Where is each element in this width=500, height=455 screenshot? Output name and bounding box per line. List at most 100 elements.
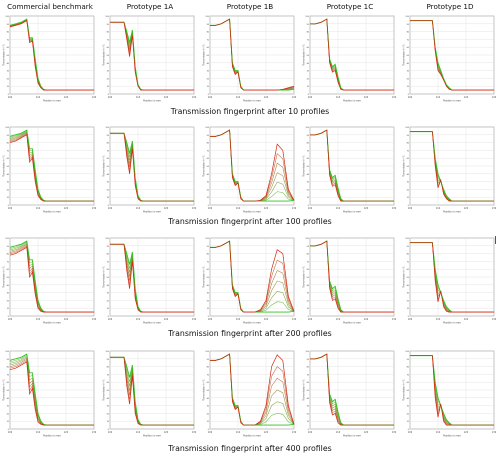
y-tick-label: 50 bbox=[207, 55, 210, 57]
x-tick-label: 100 bbox=[108, 318, 113, 321]
y-tick-label: 20 bbox=[107, 300, 110, 302]
edge-mark bbox=[495, 236, 496, 244]
y-tick-label: 0 bbox=[108, 429, 110, 431]
y-tick-label: 50 bbox=[207, 390, 210, 392]
x-tick-label: 110 bbox=[436, 318, 441, 321]
y-tick-label: 90 bbox=[7, 24, 10, 26]
x-tick-label: 110 bbox=[336, 318, 341, 321]
y-tick-label: 80 bbox=[207, 367, 210, 369]
y-tick-label: 100 bbox=[305, 16, 309, 18]
y-axis-label: Transmission in % bbox=[103, 155, 106, 177]
x-tick-label: 100 bbox=[308, 431, 313, 434]
final-profile-line bbox=[410, 355, 494, 426]
y-tick-label: 80 bbox=[207, 143, 210, 145]
y-tick-label: 80 bbox=[107, 32, 110, 34]
y-tick-label: 10 bbox=[407, 421, 410, 423]
y-tick-label: 70 bbox=[107, 150, 110, 152]
x-tick-label: 130 bbox=[492, 96, 497, 99]
x-axis-label: Position in mm bbox=[43, 211, 61, 214]
x-tick-label: 120 bbox=[264, 207, 269, 210]
x-tick-label: 110 bbox=[36, 318, 41, 321]
x-tick-label: 110 bbox=[136, 96, 141, 99]
y-tick-label: 70 bbox=[207, 39, 210, 41]
y-tick-label: 0 bbox=[108, 205, 110, 207]
y-tick-label: 50 bbox=[7, 277, 10, 279]
x-tick-label: 110 bbox=[436, 431, 441, 434]
y-tick-label: 70 bbox=[307, 261, 310, 263]
x-tick-label: 120 bbox=[364, 431, 369, 434]
y-tick-label: 30 bbox=[107, 293, 110, 295]
column-header-prototype-1c: Prototype 1C bbox=[326, 2, 374, 11]
y-tick-label: 100 bbox=[5, 238, 9, 240]
y-tick-label: 80 bbox=[307, 32, 310, 34]
y-tick-label: 30 bbox=[7, 293, 10, 295]
y-tick-label: 30 bbox=[307, 406, 310, 408]
y-tick-label: 10 bbox=[107, 86, 110, 88]
y-tick-label: 40 bbox=[407, 174, 410, 176]
column-header-commercial-benchmark: Commercial benchmark bbox=[7, 2, 93, 11]
x-tick-label: 120 bbox=[64, 207, 69, 210]
final-profile-line bbox=[9, 246, 94, 313]
y-tick-label: 70 bbox=[207, 150, 210, 152]
y-tick-label: 0 bbox=[308, 205, 310, 207]
y-tick-label: 30 bbox=[207, 293, 210, 295]
column-header-prototype-1a: Prototype 1A bbox=[126, 2, 174, 11]
x-tick-label: 120 bbox=[464, 318, 469, 321]
y-axis-label: Transmission in % bbox=[303, 379, 306, 401]
final-profile-line bbox=[110, 356, 194, 426]
y-tick-label: 10 bbox=[307, 421, 310, 423]
row-caption-100-profiles: Transmission fingerprint after 100 profi… bbox=[168, 217, 332, 226]
y-tick-label: 20 bbox=[307, 189, 310, 191]
y-tick-label: 0 bbox=[8, 205, 10, 207]
y-tick-label: 60 bbox=[7, 158, 10, 160]
y-tick-label: 50 bbox=[107, 390, 110, 392]
y-tick-label: 30 bbox=[307, 182, 310, 184]
x-tick-label: 110 bbox=[36, 207, 41, 210]
y-tick-label: 30 bbox=[407, 71, 410, 73]
y-tick-label: 100 bbox=[105, 127, 109, 129]
y-tick-label: 40 bbox=[407, 285, 410, 287]
y-tick-label: 70 bbox=[207, 261, 210, 263]
y-tick-label: 90 bbox=[7, 135, 10, 137]
y-tick-label: 0 bbox=[408, 94, 410, 96]
y-tick-label: 70 bbox=[107, 374, 110, 376]
y-tick-label: 60 bbox=[207, 382, 210, 384]
y-tick-label: 70 bbox=[307, 374, 310, 376]
y-tick-label: 50 bbox=[307, 277, 310, 279]
x-tick-label: 110 bbox=[336, 96, 341, 99]
final-profile-line bbox=[210, 353, 295, 426]
y-tick-label: 20 bbox=[407, 78, 410, 80]
y-tick-label: 70 bbox=[7, 150, 10, 152]
y-tick-label: 20 bbox=[207, 189, 210, 191]
x-axis-label: Position in mm bbox=[343, 100, 361, 103]
y-tick-label: 20 bbox=[7, 189, 10, 191]
y-tick-label: 80 bbox=[407, 254, 410, 256]
y-tick-label: 20 bbox=[407, 300, 410, 302]
y-tick-label: 80 bbox=[307, 254, 310, 256]
y-tick-label: 70 bbox=[307, 150, 310, 152]
y-tick-label: 100 bbox=[5, 127, 9, 129]
panel-r1-c2: 0 10 20 30 40 50 60 70 80 90 100 100 110 120 130 Positi… bbox=[203, 126, 297, 214]
x-tick-label: 110 bbox=[136, 318, 141, 321]
y-tick-label: 30 bbox=[107, 182, 110, 184]
y-tick-label: 0 bbox=[108, 316, 110, 318]
y-tick-label: 40 bbox=[7, 174, 10, 176]
y-axis-label: Transmission in % bbox=[203, 379, 206, 401]
x-tick-label: 110 bbox=[336, 207, 341, 210]
x-tick-label: 130 bbox=[192, 318, 197, 321]
y-tick-label: 80 bbox=[407, 143, 410, 145]
x-tick-label: 110 bbox=[136, 431, 141, 434]
panel-r1-c4: 0 10 20 30 40 50 60 70 80 90 100 100 110 120 130 Positi… bbox=[403, 126, 497, 214]
panel-r3-c1: 0 10 20 30 40 50 60 70 80 90 100 100 110 120 130 Positi… bbox=[103, 350, 197, 438]
y-tick-label: 90 bbox=[207, 359, 210, 361]
y-tick-label: 50 bbox=[407, 277, 410, 279]
y-tick-label: 50 bbox=[407, 166, 410, 168]
y-tick-label: 100 bbox=[305, 127, 309, 129]
y-tick-label: 10 bbox=[207, 86, 210, 88]
y-tick-label: 20 bbox=[407, 189, 410, 191]
x-tick-label: 130 bbox=[492, 318, 497, 321]
x-tick-label: 100 bbox=[8, 431, 13, 434]
y-tick-label: 40 bbox=[407, 63, 410, 65]
y-tick-label: 60 bbox=[307, 382, 310, 384]
